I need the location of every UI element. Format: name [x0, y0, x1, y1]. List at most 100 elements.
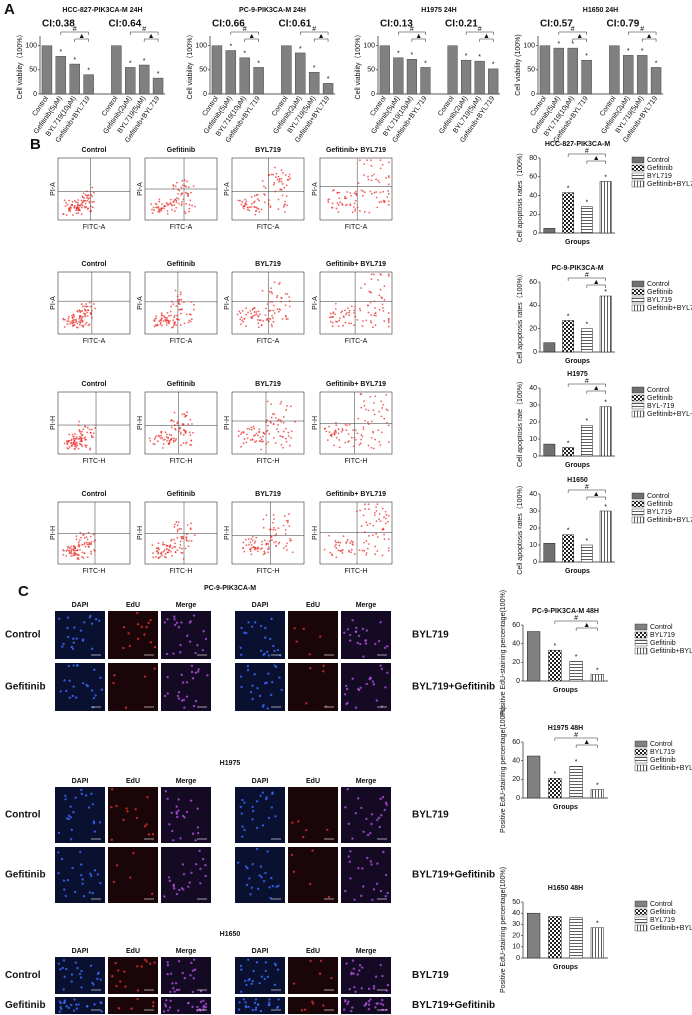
- flow-event: [354, 190, 357, 193]
- flow-event: [347, 433, 350, 435]
- flow-event: [367, 508, 370, 511]
- bar: [474, 60, 485, 95]
- flow-event: [157, 210, 160, 213]
- nucleus: [136, 997, 139, 1001]
- flow-event: [62, 553, 65, 556]
- flow-event: [339, 541, 342, 544]
- nucleus: [70, 980, 73, 983]
- nucleus: [351, 837, 354, 840]
- flow-event: [189, 522, 192, 525]
- flow-event: [387, 312, 390, 314]
- nucleus: [99, 1001, 102, 1004]
- sig-bracket: [575, 627, 598, 631]
- flow-event: [373, 273, 375, 276]
- nucleus: [346, 628, 350, 631]
- flow-event: [344, 441, 347, 444]
- flow-event: [262, 320, 264, 322]
- nucleus: [172, 652, 175, 655]
- flow-event: [367, 444, 370, 447]
- nucleus: [199, 867, 202, 871]
- nucleus: [247, 958, 250, 961]
- flow-event: [339, 201, 342, 204]
- flow-event: [92, 436, 94, 438]
- flow-event: [285, 318, 288, 321]
- nucleus: [71, 647, 75, 650]
- bar-hatch: [600, 511, 612, 562]
- legend-label: Control: [650, 741, 673, 748]
- flow-event: [89, 447, 91, 450]
- flow-event: [362, 426, 365, 429]
- flow-event: [67, 320, 70, 323]
- flow-event: [334, 430, 337, 433]
- sig-bracket: [411, 38, 426, 42]
- flow-event: [345, 197, 348, 200]
- flow-event: [255, 440, 258, 442]
- nucleus: [61, 966, 64, 970]
- flow-event: [272, 514, 275, 516]
- flow-plot-frame: [57, 271, 131, 335]
- row-label-left: Control: [5, 970, 41, 981]
- sig-star: *: [478, 54, 481, 61]
- sig-bracket: [130, 31, 159, 35]
- legend-label: Gefitinib: [650, 757, 676, 764]
- flow-event: [151, 208, 153, 211]
- nucleus: [342, 1008, 346, 1011]
- bar: [527, 912, 541, 959]
- flow-event: [78, 320, 80, 323]
- nucleus: [269, 637, 272, 641]
- sig-star: *: [59, 49, 62, 56]
- nucleus: [346, 701, 349, 705]
- flow-event: [367, 409, 370, 412]
- flow-event: [176, 421, 179, 423]
- nucleus: [98, 821, 102, 824]
- nucleus: [354, 812, 357, 815]
- flow-y-axis-label: PI-H: [50, 526, 57, 540]
- flow-event: [326, 439, 329, 442]
- flow-event: [278, 179, 281, 182]
- flow-event: [243, 550, 246, 553]
- micrograph: [161, 957, 211, 994]
- y-tick-label: 100: [363, 43, 375, 50]
- nucleus: [194, 671, 198, 674]
- bar-hatch: [562, 447, 574, 456]
- nucleus: [96, 972, 100, 975]
- flow-event: [175, 201, 178, 204]
- flow-event: [286, 317, 289, 320]
- flow-event: [244, 198, 247, 201]
- legend-swatch-hatch: [632, 289, 644, 295]
- flow-event: [353, 206, 355, 208]
- panel-letter: A: [4, 1, 15, 18]
- flow-event: [290, 437, 293, 439]
- flow-event: [85, 321, 88, 324]
- flow-event: [251, 438, 254, 441]
- nucleus: [73, 998, 76, 1001]
- flow-event: [350, 305, 353, 308]
- flow-event: [77, 554, 80, 556]
- flow-event: [181, 423, 184, 425]
- flow-event: [81, 196, 84, 199]
- flow-event: [70, 552, 73, 555]
- nucleus: [128, 644, 132, 648]
- flow-event: [280, 443, 283, 446]
- nucleus: [351, 1006, 354, 1009]
- flow-event: [387, 274, 390, 277]
- row-label-right: BYL719+Gefitinib: [412, 1000, 495, 1011]
- bar: [543, 228, 556, 234]
- flow-event: [183, 184, 186, 187]
- flow-event: [360, 393, 363, 396]
- flow-event: [86, 314, 89, 317]
- nucleus: [374, 1006, 377, 1009]
- flow-event: [84, 193, 87, 196]
- flow-event: [328, 534, 330, 537]
- flow-event: [268, 548, 270, 550]
- flow-event: [84, 202, 87, 205]
- flow-event: [249, 541, 252, 544]
- stain-header: DAPI: [252, 948, 269, 955]
- flow-event: [190, 439, 193, 442]
- flow-event: [359, 509, 361, 512]
- flow-event: [79, 319, 82, 322]
- nucleus: [166, 972, 169, 976]
- nucleus: [166, 675, 169, 679]
- y-tick-label: 0: [533, 453, 537, 460]
- nucleus: [326, 828, 329, 831]
